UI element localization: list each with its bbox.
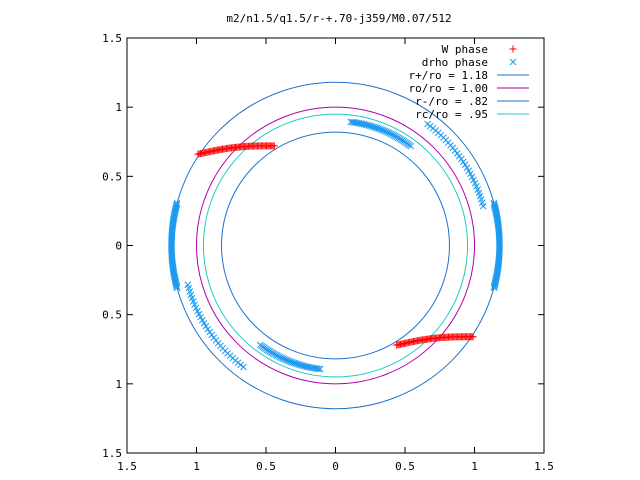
legend-label: W phase [442,43,488,56]
drho-phase-point [198,316,206,324]
drho-phase-point [490,199,498,207]
y-tick-label: 1.5 [102,32,122,45]
x-tick-label: 1.5 [534,460,554,473]
drho-phase-point [173,284,181,292]
x-tick-label: 0.5 [395,460,415,473]
x-tick-label: 0 [332,460,339,473]
reference-circles [170,81,501,410]
y-tick-label: 0 [115,240,122,253]
drho-phase-point [461,161,469,169]
y-tick-label: 0.5 [102,309,122,322]
drho-phase-point [509,58,517,66]
y-tick-label: 1.5 [102,447,122,460]
legend-label: r-/ro = .82 [415,95,488,108]
reference-circle [170,81,501,410]
legend-label: rc/ro = .95 [415,108,488,121]
drho-phase-point [316,365,324,373]
x-tick-label: 1 [471,460,478,473]
drho-phase-point [349,118,356,126]
legend-label: drho phase [422,56,488,69]
drho-phase-point [206,328,214,336]
drho-phase-point [240,363,247,371]
drho-phase-point [491,202,498,210]
reference-circle [221,131,450,360]
axis-ticks: 1.5 1 0.5 0 0.5 1 1.51.510.500.511.5 [102,32,554,473]
legend-label: ro/ro = 1.00 [409,82,488,95]
drho-phase-point [202,322,210,330]
drho-phase-point [347,118,355,126]
drho-phase-point [173,283,181,290]
drho-phase-point [467,170,474,178]
legend-label: r+/ro = 1.18 [409,69,488,82]
w-phase-point [270,142,278,150]
w-phase-point [509,45,517,53]
drho-phase-point [208,331,216,339]
reference-circle [202,113,469,378]
drho-phase-point [465,167,473,175]
drho-phase-point [315,365,322,373]
chart-title: m2/n1.5/q1.5/r-+.70-j359/M0.07/512 [226,12,451,25]
x-tick-label: 1 [193,460,200,473]
drho-phase-point [490,201,498,208]
x-tick-label: 0.5 [256,460,276,473]
drho-phase-point [459,158,467,166]
drho-phase-point [200,319,208,327]
drho-phase-point [197,313,204,321]
drho-phase-point [463,164,471,172]
x-tick-label: 1.5 [117,460,137,473]
reference-circle [196,106,475,385]
drho-phase-point [204,325,212,333]
drho-phase-point [424,120,431,128]
y-tick-label: 1 [115,101,122,114]
drho-phase-point [455,152,463,160]
y-tick-label: 0.5 [102,170,122,183]
w-phase-point [469,333,477,341]
data-points [168,118,503,373]
drho-phase-point [173,281,180,289]
drho-phase-point [457,155,465,163]
y-tick-label: 1 [115,378,122,391]
